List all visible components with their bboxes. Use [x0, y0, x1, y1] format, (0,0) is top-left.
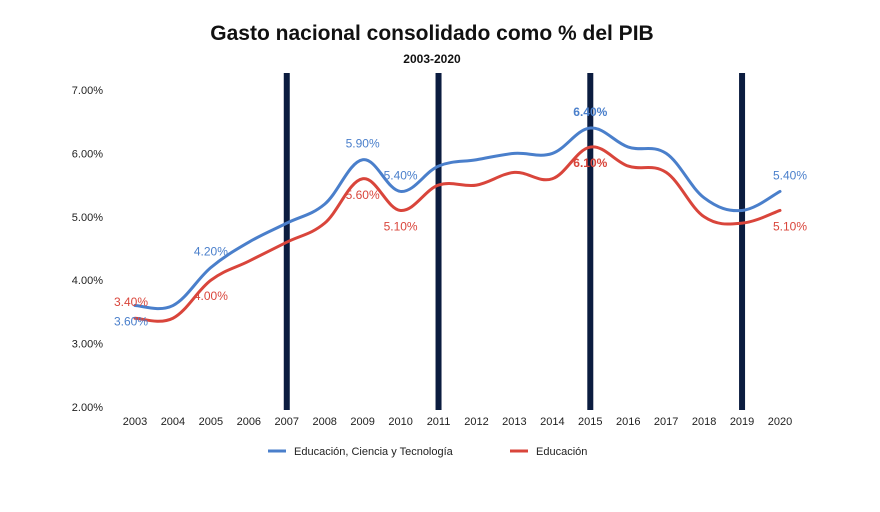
x-tick-label: 2014 [540, 416, 564, 428]
x-tick-label: 2004 [161, 416, 185, 428]
data-label: 4.00% [194, 289, 228, 303]
chart-title: Gasto nacional consolidado como % del PI… [210, 22, 653, 45]
x-tick-label: 2017 [654, 416, 678, 428]
legend-label: Educación [536, 446, 587, 458]
series-line-1 [133, 126, 782, 311]
data-label: 6.40% [573, 105, 607, 119]
data-label: 5.60% [346, 188, 380, 202]
x-tick-label: 2019 [730, 416, 754, 428]
x-tick-label: 2020 [768, 416, 792, 428]
data-label: 5.90% [346, 137, 380, 151]
series-lines [133, 126, 782, 323]
x-tick-label: 2006 [237, 416, 261, 428]
data-label: 5.40% [384, 168, 418, 182]
period-markers [283, 73, 746, 410]
data-labels: 3.60% 3.40% 4.20% 4.00% 5.90% 5.60% 5.40% 5.10%… [114, 105, 807, 329]
x-axis: 2003 2004 2005 2006 2007 2008 2009 2010 2011 2012… [123, 416, 792, 428]
y-tick-label: 7.00% [72, 85, 103, 97]
y-axis: 2.00% 3.00% 4.00% 5.00% 6.00% 7.00% [72, 85, 103, 414]
data-label: 6.10% [573, 156, 607, 170]
x-tick-label: 2007 [275, 416, 299, 428]
x-tick-label: 2003 [123, 416, 147, 428]
x-tick-label: 2011 [427, 416, 451, 428]
x-tick-label: 2005 [199, 416, 223, 428]
y-tick-label: 4.00% [72, 275, 103, 287]
x-tick-label: 2015 [578, 416, 602, 428]
x-tick-label: 2018 [692, 416, 716, 428]
y-tick-label: 3.00% [72, 339, 103, 351]
data-label: 3.40% [114, 295, 148, 309]
x-tick-label: 2013 [502, 416, 526, 428]
y-tick-label: 5.00% [72, 212, 103, 224]
data-label: 5.10% [773, 219, 807, 233]
x-tick-label: 2010 [388, 416, 412, 428]
chart-subtitle: 2003-2020 [403, 52, 461, 66]
data-label: 3.60% [114, 315, 148, 329]
x-tick-label: 2009 [350, 416, 374, 428]
x-tick-label: 2008 [312, 416, 336, 428]
data-label: 4.20% [194, 245, 228, 259]
data-label: 5.10% [384, 219, 418, 233]
data-label: 5.40% [773, 168, 807, 182]
x-tick-label: 2012 [464, 416, 488, 428]
y-tick-label: 2.00% [72, 402, 103, 414]
y-tick-label: 6.00% [72, 148, 103, 160]
legend-label: Educación, Ciencia y Tecnología [294, 446, 454, 458]
x-tick-label: 2016 [616, 416, 640, 428]
series-line-2 [133, 145, 782, 323]
legend: Educación, Ciencia y Tecnología Educación [268, 446, 587, 458]
